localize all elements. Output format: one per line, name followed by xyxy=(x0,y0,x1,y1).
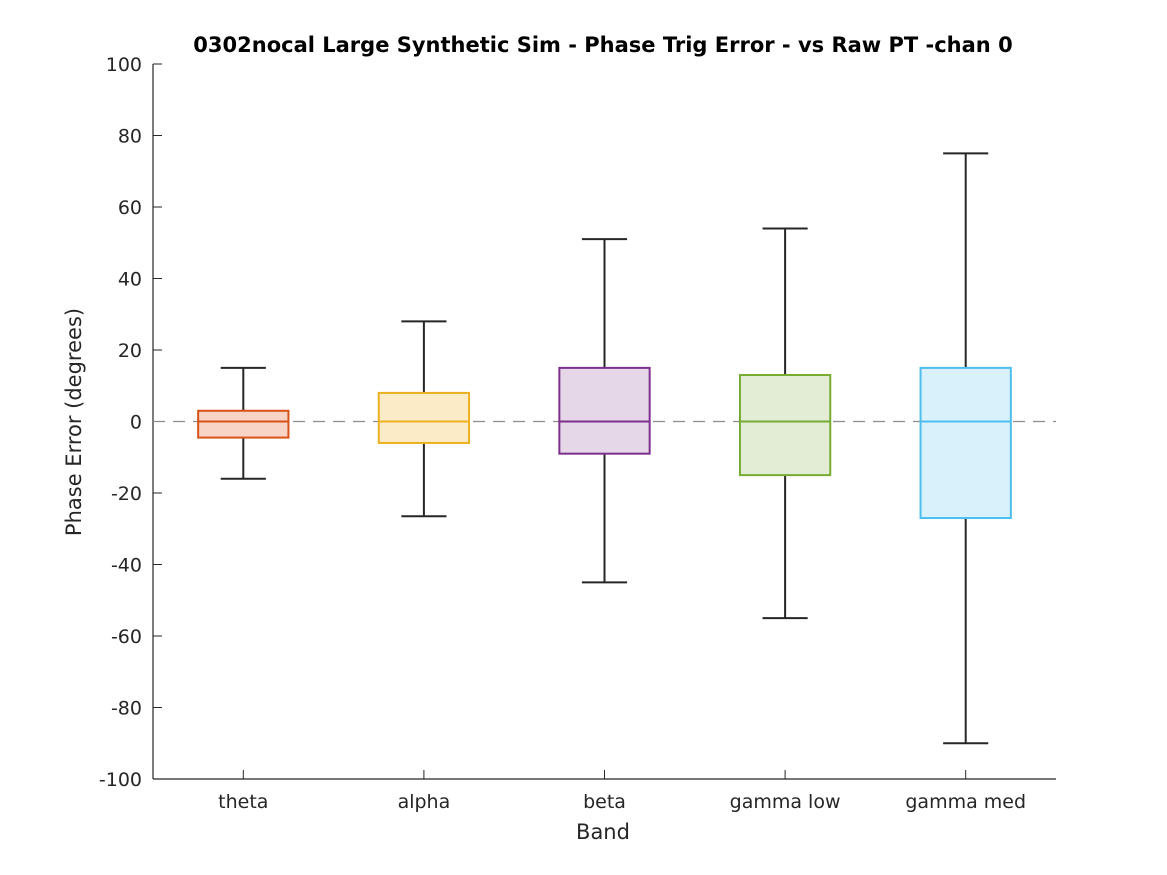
box-gamma-low xyxy=(738,374,832,477)
y-tick-label: 60 xyxy=(118,197,142,219)
box-alpha xyxy=(377,391,471,444)
y-tick-label: -60 xyxy=(111,626,142,648)
box-beta xyxy=(558,366,651,455)
x-tick-label: beta xyxy=(583,791,626,813)
box-gamma-med xyxy=(919,366,1012,520)
y-tick-label: -20 xyxy=(111,483,142,505)
y-tick-label: 100 xyxy=(106,54,142,76)
y-axis-label: Phase Error (degrees) xyxy=(62,308,86,536)
y-tick-label: 20 xyxy=(118,340,142,362)
x-axis-label: Band xyxy=(576,820,630,844)
x-tick-label: theta xyxy=(218,791,268,813)
y-tick-label: -100 xyxy=(99,769,142,791)
x-tick-label: gamma med xyxy=(905,791,1026,813)
y-tick-label: 80 xyxy=(118,126,142,148)
y-tick-label: -40 xyxy=(111,555,142,577)
plot-area: -100 -80 -60 -40 -20 0 20 40 60 80 100 theta alpha be… xyxy=(99,54,1056,813)
y-tick-label: 0 xyxy=(130,412,142,434)
box-theta xyxy=(197,409,290,439)
y-tick-label: -80 xyxy=(111,698,142,720)
chart-title: 0302nocal Large Synthetic Sim - Phase Tr… xyxy=(193,33,1012,57)
x-tick-label: gamma low xyxy=(730,791,841,813)
x-tick-label: alpha xyxy=(398,791,451,813)
y-tick-label: 40 xyxy=(118,269,142,291)
